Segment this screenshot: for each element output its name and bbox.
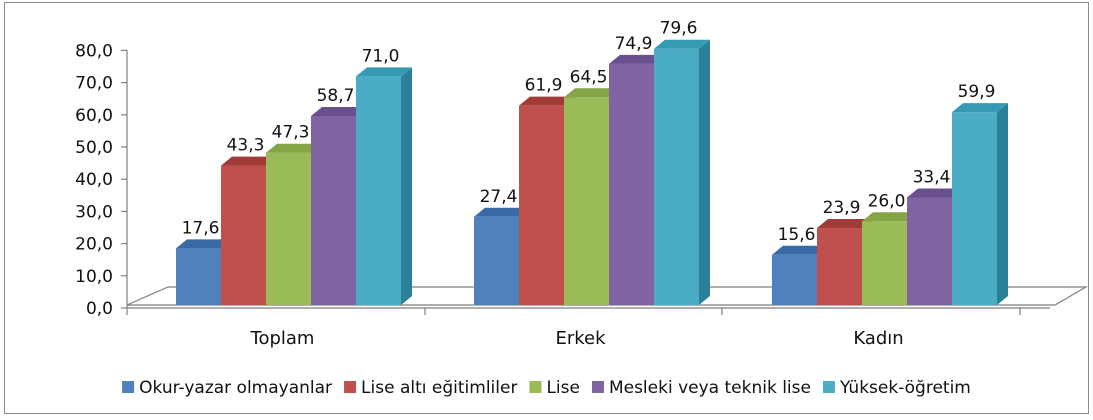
legend-swatch [591,381,604,393]
data-label: 17,6 [182,218,220,238]
chart-bars [176,39,1008,306]
data-label: 74,9 [615,34,653,54]
bar-side [997,103,1008,305]
legend-label: Lise altı eğitimliler [361,378,517,398]
bar-top [817,219,873,229]
bar [862,221,907,305]
bar-top [609,54,665,64]
bar-side [401,67,412,305]
legend-label: Okur-yazar olmayanlar [139,378,332,398]
chart-legend: Okur-yazar olmayanlar Lise altı eğitimlil… [122,378,971,398]
y-tick-label: 60,0 [75,106,113,126]
data-label: 47,3 [272,123,310,143]
bar [266,152,311,305]
x-category-label: Erkek [555,328,606,349]
bar [221,165,266,305]
bar [519,105,564,305]
x-category-label: Kadın [853,328,903,349]
bar [609,63,654,306]
bar-top [654,39,710,49]
bar [907,197,952,305]
bar [654,48,699,306]
bar [311,115,356,306]
legend-swatch [344,381,357,393]
bar-top [907,188,963,198]
data-label: 79,6 [660,19,698,39]
bar [356,76,401,305]
bar [817,228,862,305]
y-tick-label: 0,0 [86,299,113,319]
legend-swatch [122,381,135,393]
data-label: 27,4 [480,187,518,207]
bar-top [311,106,367,116]
y-tick-label: 20,0 [75,235,113,255]
data-label: 23,9 [823,198,861,218]
bar-top [221,156,277,166]
bar-top [862,212,918,222]
bar-top [952,103,1008,113]
bar-top [519,96,575,106]
data-label: 43,3 [227,136,265,156]
y-tick-label: 30,0 [75,202,113,222]
bar-top [176,239,232,249]
bar [474,216,519,305]
x-category-label: Toplam [250,328,315,349]
bar-top [772,245,828,255]
y-tick-label: 10,0 [75,267,113,287]
data-label: 33,4 [913,167,951,187]
bar [564,97,609,305]
legend-label: Mesleki veya teknik lise [609,378,811,398]
bar-top [356,67,412,77]
bar [772,254,817,305]
y-tick-label: 70,0 [75,74,113,94]
chart-axes: 0,0 10,0 20,0 30,0 40,0 50,0 60,0 70,0 80,0 Topla… [75,41,1089,349]
data-label: 61,9 [525,76,563,96]
bar-top [474,207,530,217]
bar-side [699,39,710,306]
data-label: 71,0 [362,46,400,66]
legend-swatch [529,381,542,393]
bar-top [564,88,620,98]
y-tick-label: 80,0 [75,41,113,61]
bar-top [266,143,322,153]
y-tick-label: 50,0 [75,138,113,158]
y-tick-label: 40,0 [75,170,113,190]
data-label: 59,9 [958,82,996,102]
chart-data-labels: 17,6 27,4 15,6 43,3 61,9 23,9 47,3 64,5 26,0 58,7… [182,19,996,245]
chart-floor [126,286,1089,306]
bar [952,112,997,305]
data-label: 26,0 [868,191,906,211]
data-label: 64,5 [570,67,608,87]
bar [176,248,221,305]
legend-swatch [822,381,835,393]
data-label: 58,7 [317,86,355,106]
legend-label: Lise [546,378,580,398]
legend-label: Yüksek-öğretim [839,378,971,398]
data-label: 15,6 [778,225,816,245]
